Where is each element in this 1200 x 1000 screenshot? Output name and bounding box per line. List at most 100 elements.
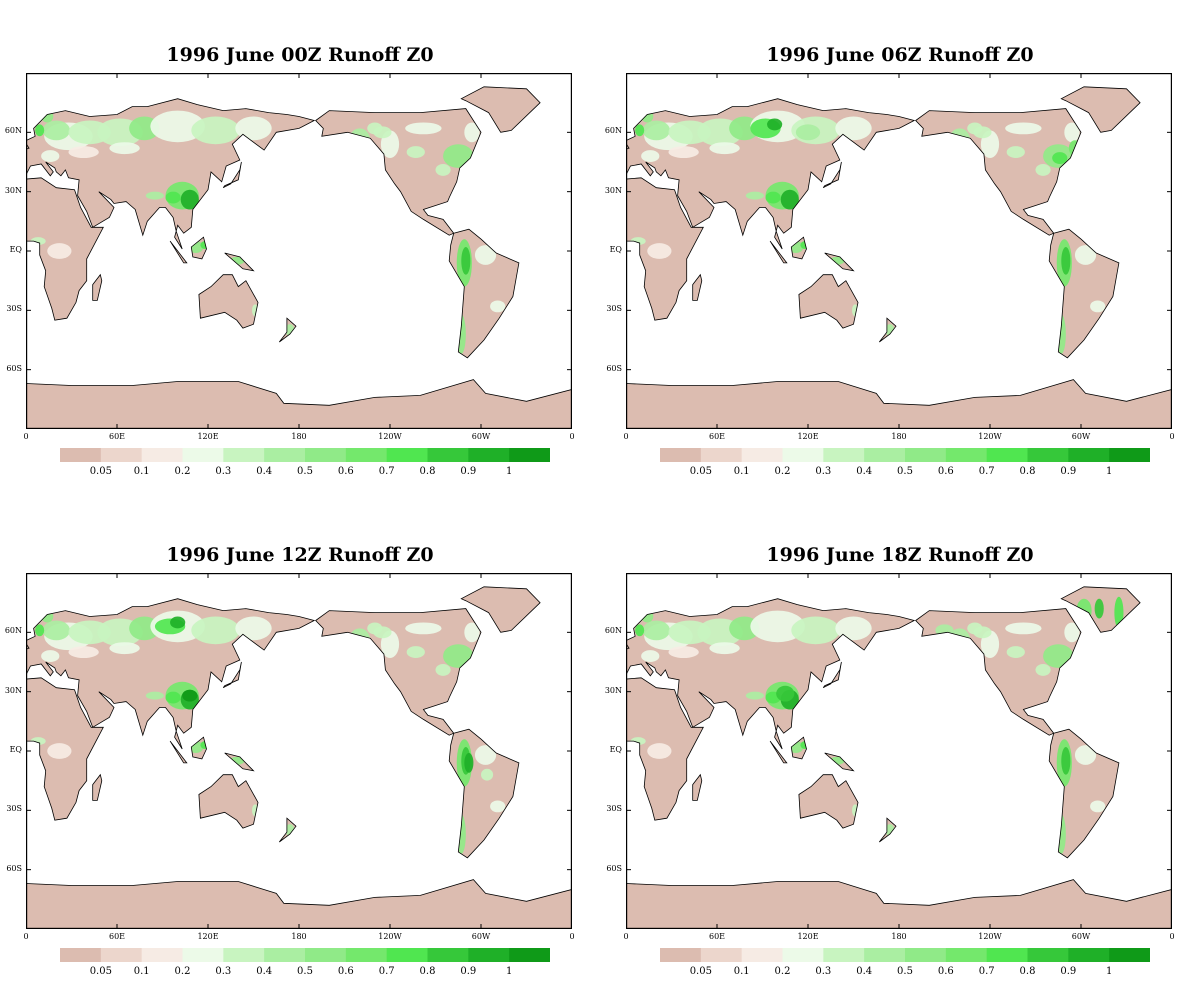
colorbar-label: 0.8	[1020, 966, 1036, 977]
lon-label: 120E	[197, 932, 219, 941]
map-frame	[626, 573, 1172, 929]
colorbar-label: 0.1	[734, 966, 750, 977]
coastline-new-guinea	[224, 752, 255, 772]
lat-label: 30S	[606, 804, 622, 814]
lon-label: 180	[291, 432, 307, 441]
lat-label: 30S	[606, 304, 622, 314]
colorbar-swatch	[741, 448, 783, 462]
colorbar-swatch	[264, 448, 306, 462]
colorbar-swatch	[823, 448, 865, 462]
colorbar-swatch	[468, 948, 510, 962]
lon-label: 60E	[708, 432, 726, 441]
colorbar-label: 0.5	[297, 466, 313, 477]
colorbar-label: 0.05	[690, 966, 712, 977]
colorbar-swatch	[386, 448, 428, 462]
lon-label: 120W	[978, 932, 1002, 941]
colorbar: 0.05 0.1 0.2 0.3 0.4 0.5 0.6 0.7 0.8 0.9 1	[660, 448, 1150, 477]
coastline-borneo	[190, 236, 207, 260]
coastline-africa	[26, 177, 104, 321]
lon-label: 120E	[797, 432, 819, 441]
coastline-north-america	[915, 608, 1082, 736]
coastline-new-zealand	[278, 817, 297, 843]
colorbar-swatch	[782, 948, 824, 962]
colorbar-swatch	[427, 948, 469, 962]
map-panel-06z: 1996 June 06Z Runoff Z0 0.05 0.1 0.2 0.3 0.4…	[600, 0, 1200, 500]
coastline-greenland	[1060, 86, 1141, 133]
landmass-madagascar	[92, 274, 102, 301]
coastline-australia	[198, 274, 259, 329]
lat-label: EQ	[609, 745, 622, 754]
coastline-greenland	[1060, 586, 1141, 633]
panel-title: 1996 June 06Z Runoff Z0	[766, 44, 1034, 66]
colorbar-label: 0.5	[897, 466, 913, 477]
landmass-japan	[823, 162, 842, 188]
lon-label: 0	[1169, 432, 1175, 441]
lon-label: 180	[291, 932, 307, 941]
colorbar-swatch	[1109, 448, 1150, 462]
landmass-greenland	[461, 586, 541, 633]
colorbar-label: 0.2	[775, 966, 791, 977]
lon-label: 60W	[471, 932, 491, 941]
coastline-southeast-islands	[769, 740, 788, 764]
panel-title: 1996 June 18Z Runoff Z0	[766, 544, 1034, 566]
landmass-north-america	[315, 608, 481, 736]
colorbar-swatch	[100, 448, 143, 462]
lon-label: 60W	[471, 432, 491, 441]
colorbar-swatch	[1109, 948, 1150, 962]
colorbar: 0.05 0.1 0.2 0.3 0.4 0.5 0.6 0.7 0.8 0.9 1	[60, 948, 550, 977]
colorbar-label: 0.8	[1020, 466, 1036, 477]
colorbar-swatch	[741, 948, 783, 962]
coastline-eurasia	[626, 98, 916, 250]
coastline-africa	[626, 677, 704, 821]
coastline-greenland	[460, 586, 541, 633]
colorbar-swatch	[905, 448, 947, 462]
landmass-japan	[223, 162, 242, 188]
map-frame	[26, 73, 572, 429]
colorbar-label: 0.7	[979, 966, 995, 977]
colorbar-label: 0.2	[175, 466, 191, 477]
coastline-new-zealand	[878, 817, 897, 843]
colorbar-label: 0.2	[175, 966, 191, 977]
colorbar-label: 0.3	[815, 466, 831, 477]
colorbar-label: 0.3	[815, 966, 831, 977]
colorbar-swatch	[660, 448, 702, 462]
colorbar-label: 0.1	[134, 966, 150, 977]
colorbar-swatch	[386, 948, 428, 962]
coastline-new-guinea	[824, 252, 855, 272]
panel-title: 1996 June 00Z Runoff Z0	[166, 44, 434, 66]
colorbar-label: 0.3	[215, 466, 231, 477]
lat-label: 60N	[604, 626, 622, 636]
coastline-eurasia	[26, 98, 316, 250]
coastline-borneo	[790, 736, 807, 760]
colorbar-swatch	[823, 948, 865, 962]
lon-label: 180	[891, 932, 907, 941]
lat-label: EQ	[609, 245, 622, 254]
coastline-borneo	[190, 736, 207, 760]
colorbar-swatch	[305, 448, 347, 462]
colorbar-label: 0.4	[256, 466, 272, 477]
coastline-eurasia	[26, 598, 316, 750]
coastline-north-america	[315, 108, 482, 236]
map-frame	[626, 73, 1172, 429]
colorbar-swatch	[864, 948, 906, 962]
lat-label: EQ	[9, 745, 22, 754]
colorbar-swatch	[864, 448, 906, 462]
lon-label: 60E	[108, 432, 126, 441]
colorbar-label: 0.8	[420, 966, 436, 977]
lon-label: 120E	[197, 432, 219, 441]
coastline-south-america	[1048, 228, 1120, 359]
lat-label: 60S	[6, 863, 22, 873]
coastline-australia	[798, 774, 859, 829]
colorbar-label: 0.8	[420, 466, 436, 477]
coastline-madagascar	[692, 273, 703, 301]
lat-label: 30N	[604, 685, 622, 695]
coastline-australia	[798, 274, 859, 329]
lat-label: EQ	[9, 245, 22, 254]
colorbar-swatch	[100, 948, 143, 962]
landmass-japan	[823, 662, 842, 688]
landmass-north-america	[315, 108, 481, 236]
colorbar-label: 0.9	[460, 466, 476, 477]
landmass-greenland	[461, 86, 541, 133]
colorbar-swatch	[60, 948, 102, 962]
coastline-madagascar	[92, 273, 103, 301]
